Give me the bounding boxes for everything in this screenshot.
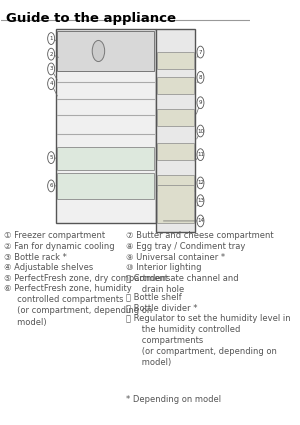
Text: 11: 11 bbox=[197, 152, 204, 157]
Text: 14: 14 bbox=[197, 218, 204, 224]
Circle shape bbox=[48, 33, 55, 45]
FancyBboxPatch shape bbox=[57, 31, 154, 71]
Text: ⑩ Interior lighting: ⑩ Interior lighting bbox=[126, 263, 201, 272]
Text: ⑫ Bottle shelf: ⑫ Bottle shelf bbox=[126, 293, 182, 302]
FancyBboxPatch shape bbox=[157, 109, 194, 126]
Circle shape bbox=[197, 149, 204, 161]
Text: 6: 6 bbox=[50, 184, 53, 188]
Text: 8: 8 bbox=[199, 75, 202, 80]
Text: ⑧ Egg tray / Condiment tray: ⑧ Egg tray / Condiment tray bbox=[126, 242, 245, 251]
Text: 12: 12 bbox=[197, 181, 204, 185]
Text: 5: 5 bbox=[50, 155, 53, 160]
Text: 1: 1 bbox=[50, 36, 53, 41]
Text: ⑥ PerfectFresh zone, humidity
     controlled compartments
     (or compartment,: ⑥ PerfectFresh zone, humidity controlled… bbox=[4, 284, 152, 326]
Text: ② Fan for dynamic cooling: ② Fan for dynamic cooling bbox=[4, 242, 115, 251]
Circle shape bbox=[48, 48, 55, 60]
Text: 7: 7 bbox=[199, 50, 202, 54]
FancyBboxPatch shape bbox=[156, 29, 196, 232]
Text: 9: 9 bbox=[199, 100, 202, 105]
FancyBboxPatch shape bbox=[157, 175, 194, 191]
FancyBboxPatch shape bbox=[57, 173, 154, 198]
Circle shape bbox=[197, 177, 204, 189]
FancyBboxPatch shape bbox=[157, 52, 194, 69]
Circle shape bbox=[197, 46, 204, 58]
Text: * Depending on model: * Depending on model bbox=[126, 395, 221, 404]
Circle shape bbox=[92, 40, 105, 62]
FancyBboxPatch shape bbox=[56, 29, 156, 223]
Text: ⑨ Universal container *: ⑨ Universal container * bbox=[126, 252, 225, 262]
Circle shape bbox=[48, 152, 55, 164]
Text: 3: 3 bbox=[50, 66, 53, 71]
Circle shape bbox=[197, 97, 204, 109]
Text: ④ Adjustable shelves: ④ Adjustable shelves bbox=[4, 263, 93, 272]
Circle shape bbox=[197, 71, 204, 83]
Text: ⑦ Butter and cheese compartment: ⑦ Butter and cheese compartment bbox=[126, 232, 273, 241]
Text: 10: 10 bbox=[197, 128, 204, 133]
Text: ③ Bottle rack *: ③ Bottle rack * bbox=[4, 252, 67, 262]
Circle shape bbox=[48, 180, 55, 192]
Text: 4: 4 bbox=[50, 81, 53, 86]
Text: ① Freezer compartment: ① Freezer compartment bbox=[4, 232, 105, 241]
Text: ⑬ Bottle divider *: ⑬ Bottle divider * bbox=[126, 303, 197, 312]
FancyBboxPatch shape bbox=[157, 185, 194, 223]
Text: ⑤ PerfectFresh zone, dry compartment: ⑤ PerfectFresh zone, dry compartment bbox=[4, 274, 168, 283]
Text: ⑪ Condensate channel and
      drain hole: ⑪ Condensate channel and drain hole bbox=[126, 274, 238, 294]
Circle shape bbox=[197, 195, 204, 207]
Text: ⑭ Regulator to set the humidity level in
      the humidity controlled
      com: ⑭ Regulator to set the humidity level in… bbox=[126, 314, 290, 367]
Text: 2: 2 bbox=[50, 52, 53, 57]
Text: 13: 13 bbox=[197, 198, 204, 203]
Circle shape bbox=[197, 215, 204, 227]
FancyBboxPatch shape bbox=[157, 143, 194, 160]
Circle shape bbox=[48, 63, 55, 75]
Circle shape bbox=[48, 78, 55, 90]
FancyBboxPatch shape bbox=[157, 77, 194, 94]
Circle shape bbox=[197, 125, 204, 137]
Text: Guide to the appliance: Guide to the appliance bbox=[6, 12, 176, 25]
FancyBboxPatch shape bbox=[57, 147, 154, 170]
